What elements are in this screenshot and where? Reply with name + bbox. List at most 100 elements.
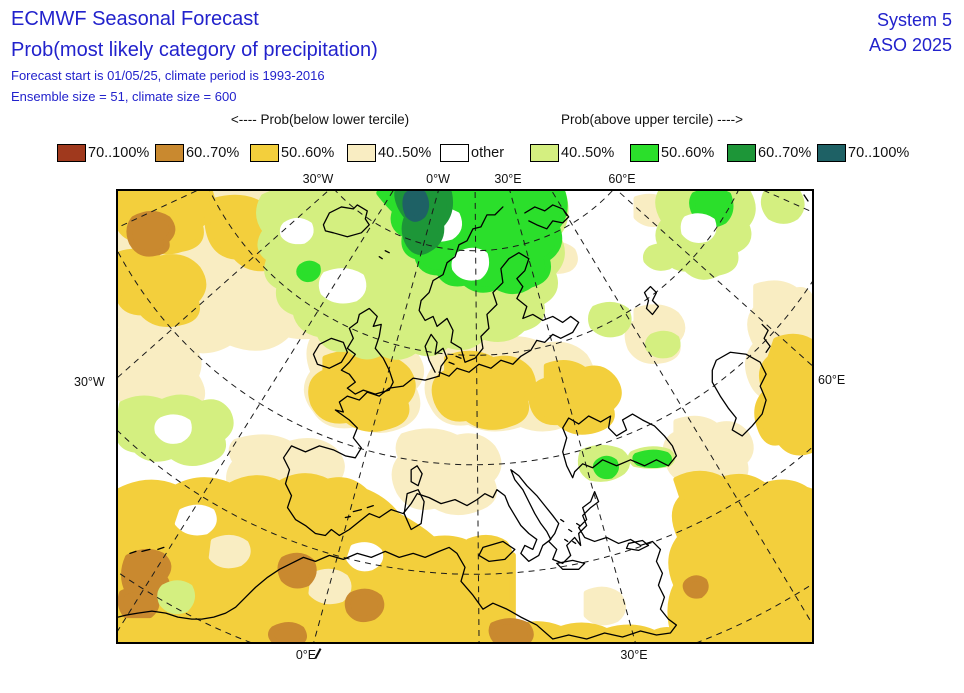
region-white-hole-sweden bbox=[451, 247, 490, 281]
graticule-meridian bbox=[617, 191, 812, 367]
coastline-canary-islands bbox=[129, 546, 165, 555]
region-green40-small-1 bbox=[642, 243, 679, 271]
region-brown-wsahara bbox=[118, 586, 160, 619]
region-pale-hole-algeria bbox=[308, 568, 352, 605]
legend-label: 60..70% bbox=[758, 145, 812, 161]
graticule-meridian bbox=[474, 191, 480, 642]
graticule-parallel bbox=[335, 191, 613, 252]
graticule-parallel bbox=[118, 430, 812, 575]
legend-label: other bbox=[471, 145, 505, 161]
region-brown-nw bbox=[126, 210, 176, 257]
region-gold-poland bbox=[528, 360, 622, 435]
graticule-meridian bbox=[118, 191, 394, 632]
coastline-caspian bbox=[711, 351, 767, 437]
system-label: System 5 bbox=[876, 10, 952, 30]
axis-label-bottom-0°E: 0°E bbox=[295, 648, 317, 662]
region-pale-italy bbox=[391, 428, 502, 516]
region-white-hole-sahara bbox=[346, 542, 384, 572]
legend-item-below-50..60%: 50..60% bbox=[250, 144, 334, 162]
coastline-novaya-speck bbox=[803, 194, 809, 202]
region-pale-hole-morocco bbox=[208, 534, 251, 569]
region-green50-dot-atlantic bbox=[296, 260, 321, 283]
legend-swatch-above-0 bbox=[530, 144, 559, 162]
legend-label: 40..50% bbox=[561, 145, 615, 161]
coastline-denmark bbox=[424, 333, 462, 377]
region-green40-small-3 bbox=[644, 330, 681, 359]
coastline-ural-river bbox=[761, 323, 771, 353]
region-gold-middle-east bbox=[667, 470, 812, 642]
region-brown-bottom-w bbox=[268, 622, 307, 642]
system-info: System 5 ASO 2025 bbox=[869, 8, 952, 58]
forecast-start-line: Forecast start is 01/05/25, climate peri… bbox=[11, 68, 325, 83]
coastline-white-sea bbox=[524, 204, 570, 230]
legend-header-above-tercile: Prob(above upper tercile) ----> bbox=[561, 112, 743, 127]
region-brown-dot-east bbox=[682, 575, 709, 599]
region-brown-bottom-c bbox=[488, 618, 534, 642]
axis-label-top-0°W: 0°W bbox=[426, 172, 450, 186]
region-green40-left-edge bbox=[157, 580, 196, 615]
legend-item-below-other: other bbox=[440, 144, 504, 162]
legend-swatch-above-3 bbox=[817, 144, 846, 162]
legend-swatch-below-3 bbox=[347, 144, 376, 162]
coastline-sardinia bbox=[403, 489, 425, 531]
axis-label-top-30°W: 30°W bbox=[302, 172, 334, 186]
coastline-aegean-islands bbox=[560, 518, 581, 545]
region-green70-core bbox=[402, 191, 430, 222]
coastline-black-sea bbox=[562, 413, 678, 479]
region-green40-ne-corner bbox=[760, 191, 805, 224]
graticule-meridian bbox=[509, 191, 636, 642]
forecast-map bbox=[116, 189, 814, 644]
region-brown-sahara-c bbox=[344, 588, 385, 623]
coastline-lake-ladoga bbox=[643, 285, 660, 316]
legend-swatch-below-2 bbox=[250, 144, 279, 162]
axis-label-bottom-30°E: 30°E bbox=[620, 648, 648, 662]
coastline-faroe bbox=[378, 250, 390, 260]
graticule-meridian bbox=[118, 191, 329, 378]
region-gold-germany bbox=[431, 350, 536, 430]
legend-header-below-tercile: <---- Prob(below lower tercile) bbox=[230, 112, 410, 127]
region-white-hole-atlantic bbox=[154, 414, 192, 444]
region-gold-right-edge bbox=[754, 333, 812, 456]
legend-item-above-50..60%: 50..60% bbox=[630, 144, 714, 162]
coastline-crete bbox=[556, 559, 586, 570]
legend-item-below-70..100%: 70..100% bbox=[57, 144, 149, 162]
region-white-hole-ne bbox=[680, 213, 717, 243]
legend-label: 50..60% bbox=[661, 145, 715, 161]
season-label: ASO 2025 bbox=[868, 35, 952, 55]
legend-item-above-60..70%: 60..70% bbox=[727, 144, 811, 162]
coastline-balearics bbox=[344, 504, 374, 519]
coastline-cyprus bbox=[625, 539, 650, 552]
region-white-hole-iceland-w bbox=[279, 217, 314, 245]
region-gold-sicily bbox=[465, 534, 513, 572]
page-title: ECMWF Seasonal Forecast bbox=[11, 8, 259, 30]
legend-swatch-above-2 bbox=[727, 144, 756, 162]
legend-label: 50..60% bbox=[281, 145, 335, 161]
legend-item-above-40..50%: 40..50% bbox=[530, 144, 614, 162]
region-gold-west-band bbox=[118, 248, 207, 328]
region-gold-egypt-strip bbox=[509, 621, 680, 642]
coastline-mainland-europe-africa bbox=[118, 375, 678, 640]
axis-label-top-60°E: 60°E bbox=[608, 172, 636, 186]
ensemble-size-line: Ensemble size = 51, climate size = 600 bbox=[11, 89, 237, 104]
coastline-sicily bbox=[478, 540, 516, 563]
region-white-hole-algeria-w bbox=[174, 504, 217, 536]
axis-label-left: 30°W bbox=[74, 375, 105, 389]
legend-swatch-below-0 bbox=[57, 144, 86, 162]
region-pale-libya bbox=[583, 586, 627, 626]
graticule-parallel bbox=[209, 191, 739, 356]
legend-swatch-below-1 bbox=[155, 144, 184, 162]
legend-item-below-60..70%: 60..70% bbox=[155, 144, 239, 162]
graticule-meridian bbox=[551, 191, 812, 625]
legend-swatch-above-1 bbox=[630, 144, 659, 162]
graticule-meridian bbox=[313, 191, 439, 642]
legend-label: 40..50% bbox=[378, 145, 432, 161]
legend-item-below-40..50%: 40..50% bbox=[347, 144, 431, 162]
legend-label: 70..100% bbox=[88, 145, 150, 161]
page-subtitle: Prob(most likely category of precipitati… bbox=[11, 39, 378, 61]
coastline-ireland bbox=[312, 337, 348, 369]
legend-swatch-below-4 bbox=[440, 144, 469, 162]
legend-label: 60..70% bbox=[186, 145, 240, 161]
coastline-corsica bbox=[410, 465, 423, 487]
axis-label-right: 60°E bbox=[818, 373, 846, 387]
